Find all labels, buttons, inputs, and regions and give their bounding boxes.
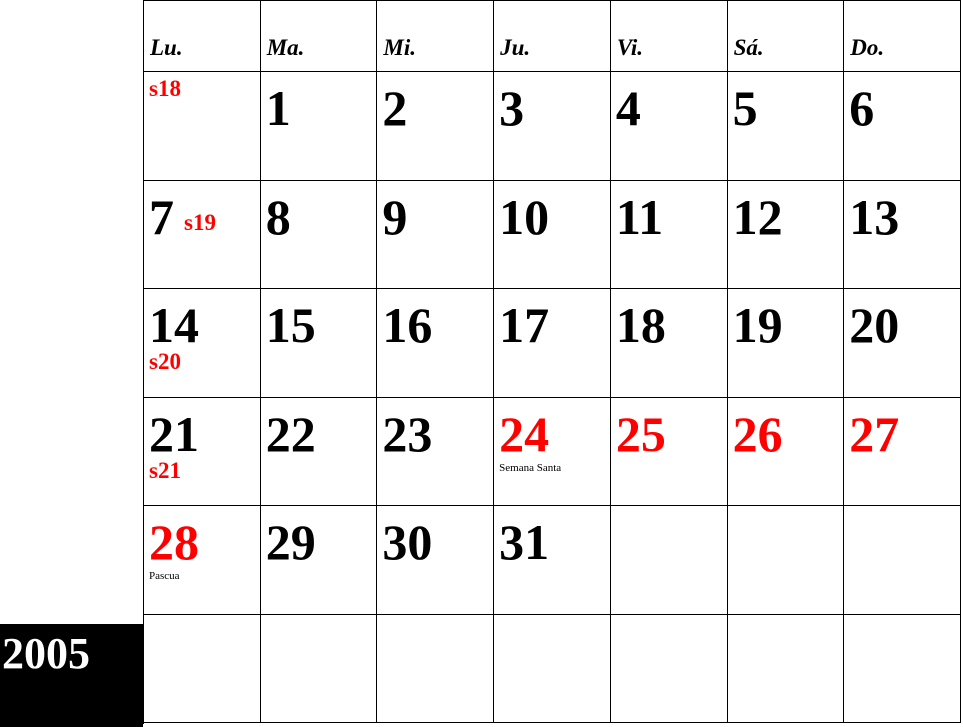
- day-number: 14: [149, 297, 199, 353]
- day-cell: 30: [377, 506, 495, 615]
- day-cell: 14 s20: [144, 289, 261, 398]
- day-number: 28: [149, 514, 199, 570]
- day-number: 26: [732, 405, 783, 462]
- day-cell: 22: [260, 397, 378, 506]
- day-cell: 25: [610, 397, 728, 506]
- day-number: 30: [382, 514, 433, 570]
- header-cell: Lu.: [144, 1, 261, 72]
- holiday-note: Semana Santa: [499, 461, 562, 474]
- day-cell: 19: [727, 289, 845, 398]
- day-cell: 5: [727, 72, 845, 181]
- weekday-label: Mi.: [383, 35, 417, 60]
- day-number: 18: [615, 297, 666, 353]
- day-cell: [610, 506, 728, 615]
- header-cell: Vi.: [610, 1, 728, 72]
- day-cell: 16: [377, 289, 495, 398]
- day-cell: 26: [727, 397, 845, 506]
- day-cell: 18: [610, 289, 728, 398]
- day-number: 10: [499, 188, 550, 245]
- day-cell: 3: [494, 72, 611, 181]
- day-number: 9: [382, 188, 408, 245]
- day-cell: 15: [260, 289, 378, 398]
- header-cell: Ju.: [494, 1, 611, 72]
- day-cell: 2: [377, 72, 495, 181]
- day-cell: 12: [727, 180, 845, 289]
- day-number: 8: [265, 188, 291, 245]
- weekday-label: Ju.: [500, 35, 531, 60]
- day-cell: 17: [494, 289, 611, 398]
- week-number: s19: [184, 209, 216, 235]
- day-cell: 27: [844, 397, 961, 506]
- day-number: 15: [265, 297, 316, 353]
- day-number: 29: [265, 514, 316, 570]
- header-cell: Mi.: [377, 1, 495, 72]
- day-number: 20: [849, 297, 900, 353]
- day-cell: [844, 614, 961, 723]
- day-number: 7 s19: [149, 189, 216, 251]
- day-number: 3: [499, 80, 525, 136]
- weekday-label: Do.: [850, 35, 885, 60]
- day-cell: 7 s19: [144, 180, 261, 289]
- weekday-label: Vi.: [616, 35, 644, 60]
- day-number: 17: [499, 297, 550, 353]
- week-number: s20: [149, 349, 181, 374]
- week-number: s21: [149, 457, 181, 483]
- day-number: 25: [615, 405, 666, 462]
- day-cell: [844, 506, 961, 615]
- day-cell: 9: [377, 180, 495, 289]
- holiday-note: Pascua: [149, 570, 180, 582]
- weekday-label: Lu.: [150, 35, 183, 60]
- year-label: 2005: [0, 624, 143, 727]
- day-cell: 21 s21: [144, 397, 261, 506]
- week-number: s18: [149, 76, 181, 101]
- day-number: 27: [849, 405, 900, 462]
- header-cell: Ma.: [260, 1, 378, 72]
- day-number: 19: [732, 297, 783, 353]
- day-number: 21: [149, 405, 199, 462]
- day-number: 22: [265, 405, 316, 462]
- header-cell: Sá.: [727, 1, 845, 72]
- day-number: 1: [265, 80, 291, 136]
- day-cell: 29: [260, 506, 378, 615]
- day-number: 12: [732, 188, 783, 245]
- day-number: 5: [732, 80, 758, 136]
- weekday-label: Ma.: [266, 35, 305, 60]
- day-cell: 4: [610, 72, 728, 181]
- day-number: 4: [615, 80, 641, 136]
- day-number: 6: [849, 80, 875, 136]
- day-cell: [610, 614, 728, 723]
- day-cell: 13: [844, 180, 961, 289]
- header-cell: Do.: [844, 1, 961, 72]
- day-number: 31: [499, 514, 550, 570]
- day-cell: [144, 614, 261, 723]
- day-cell: [377, 614, 495, 723]
- day-cell: 23: [377, 397, 495, 506]
- day-cell: [727, 506, 845, 615]
- day-cell: 1: [260, 72, 378, 181]
- day-number: 2: [382, 80, 408, 136]
- day-cell: [260, 614, 378, 723]
- day-cell: 10: [494, 180, 611, 289]
- day-number: 16: [382, 297, 433, 353]
- day-number: 23: [382, 405, 433, 462]
- day-cell: 8: [260, 180, 378, 289]
- day-cell: 31: [494, 506, 611, 615]
- day-number: 24: [499, 405, 550, 462]
- day-cell: [727, 614, 845, 723]
- day-cell: 24 Semana Santa: [494, 397, 611, 506]
- calendar-grid: Lu. Ma. Mi. Ju. Vi. Sá. Do. s18 1 2 3 4 5 6 7 s19 8 9 10 11…: [143, 0, 961, 724]
- day-cell: 11: [610, 180, 728, 289]
- day-cell: [494, 614, 611, 723]
- weekday-label: Sá.: [733, 35, 764, 60]
- day-number: 11: [615, 188, 664, 245]
- day-cell: 20: [844, 289, 961, 398]
- day-cell: 6: [844, 72, 961, 181]
- day-cell: s18: [144, 72, 261, 181]
- day-text: 7: [149, 188, 174, 245]
- day-cell: 28 Pascua: [144, 506, 261, 615]
- day-number: 13: [849, 188, 900, 245]
